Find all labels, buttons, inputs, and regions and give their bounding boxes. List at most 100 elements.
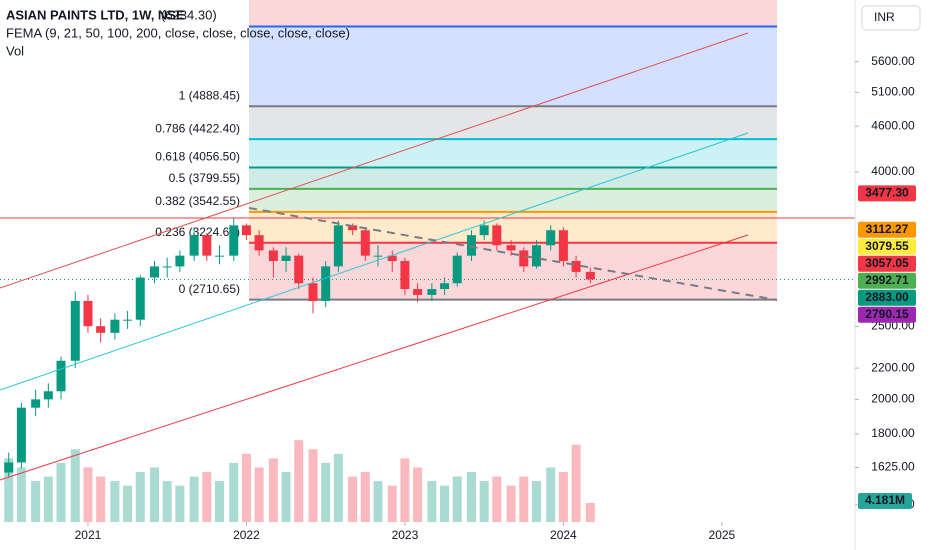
volume-bar bbox=[519, 476, 529, 522]
candle-body bbox=[175, 255, 185, 267]
currency-box[interactable] bbox=[861, 5, 921, 31]
y-tick-label: 2000.00 bbox=[871, 392, 915, 406]
y-tick-label: 1800.00 bbox=[871, 426, 915, 440]
volume-bar bbox=[214, 481, 224, 522]
fib-band bbox=[249, 26, 777, 107]
candle-body bbox=[31, 399, 41, 408]
candle-body bbox=[440, 283, 450, 290]
fib-label: 0 (2710.65) bbox=[179, 282, 240, 296]
trend-line bbox=[0, 234, 749, 481]
price-tag-label: 2883.00 bbox=[865, 290, 909, 304]
candle-body bbox=[308, 283, 318, 301]
candle-body bbox=[241, 225, 251, 236]
volume-tag-label: 4.181M bbox=[865, 493, 905, 507]
price-tag-label: 3112.27 bbox=[866, 222, 909, 236]
volume-bar bbox=[452, 476, 462, 522]
plot bbox=[0, 217, 855, 522]
trend-line bbox=[248, 207, 778, 301]
price-tag bbox=[858, 272, 916, 289]
candle-body bbox=[321, 266, 331, 301]
candle-body bbox=[268, 250, 278, 261]
candle-body bbox=[387, 255, 397, 261]
volume-bar bbox=[189, 476, 199, 522]
price-tag-label: 3079.55 bbox=[865, 239, 909, 253]
y-tick-label: 1625.00 bbox=[871, 460, 915, 474]
volume-bar bbox=[466, 472, 476, 522]
volume-bar bbox=[585, 502, 595, 522]
chart-title: ASIAN PAINTS LTD, 1W, NSE bbox=[6, 7, 185, 22]
candle-body bbox=[479, 225, 489, 236]
volume-bar bbox=[96, 476, 106, 522]
currency: INR bbox=[874, 10, 895, 24]
x-tick-label: 2021 bbox=[75, 528, 102, 542]
x-tick-label: 2024 bbox=[550, 528, 577, 542]
volume-bar bbox=[571, 444, 581, 522]
volume-bar bbox=[110, 481, 120, 522]
volume-bar bbox=[135, 472, 145, 522]
volume-bar bbox=[427, 481, 437, 522]
candle-body bbox=[546, 230, 556, 246]
candle-body bbox=[4, 462, 14, 473]
x-tick-label: 2025 bbox=[709, 528, 736, 542]
price-tag bbox=[858, 255, 916, 272]
volume-bar bbox=[400, 458, 410, 522]
volume-bar bbox=[281, 472, 291, 522]
candle-body bbox=[360, 230, 370, 256]
candle-body bbox=[110, 319, 120, 333]
price-tag bbox=[858, 185, 916, 202]
price-tag-label: 3057.05 bbox=[865, 256, 909, 270]
y-tick-label: 5600.00 bbox=[871, 54, 915, 68]
price-tag-label: 3477.30 bbox=[865, 186, 909, 200]
candle-body bbox=[294, 255, 304, 284]
candle-body bbox=[558, 230, 568, 261]
candle-body bbox=[333, 225, 343, 267]
price-tag bbox=[858, 238, 916, 255]
volume-tag bbox=[858, 492, 912, 509]
fib-label: (6234.30) bbox=[161, 7, 217, 22]
volume-bar bbox=[268, 458, 278, 522]
volume-bar bbox=[531, 481, 541, 522]
volume-bar bbox=[308, 449, 318, 522]
volume-bar bbox=[229, 462, 239, 522]
candle-body bbox=[123, 319, 133, 321]
fib-label: 1 (4888.45) bbox=[179, 88, 240, 102]
candle-body bbox=[571, 260, 581, 272]
trend-line bbox=[0, 132, 749, 391]
fib-band bbox=[249, 211, 777, 243]
candle-body bbox=[373, 255, 383, 257]
candle-body bbox=[96, 326, 106, 333]
volume-bar bbox=[123, 485, 133, 522]
price-tag bbox=[858, 221, 916, 238]
candle-body bbox=[466, 235, 476, 256]
candle-body bbox=[189, 235, 199, 256]
fib-band bbox=[249, 167, 777, 189]
volume-bar bbox=[440, 485, 450, 522]
fib-label: 0.236 (3224.61) bbox=[155, 225, 240, 239]
fib-label: 0.5 (3799.55) bbox=[169, 171, 240, 185]
price-tag-label: 2992.71 bbox=[865, 273, 909, 287]
fib-label: 0.382 (3542.55) bbox=[155, 194, 240, 208]
candle-body bbox=[427, 289, 437, 295]
volume-bar bbox=[333, 453, 343, 522]
candle-body bbox=[214, 255, 224, 257]
candle-body bbox=[281, 255, 291, 261]
price-tag-label: 2790.15 bbox=[865, 307, 909, 321]
y-tick-label: 4600.00 bbox=[871, 118, 915, 132]
candle-body bbox=[400, 260, 410, 290]
y-tick-label: 5100.00 bbox=[871, 85, 915, 99]
volume-bar bbox=[294, 440, 304, 522]
candle-body bbox=[492, 225, 502, 246]
indicator-label: FEMA (9, 21, 50, 100, 200, close, close,… bbox=[6, 25, 350, 40]
volume-label: Vol bbox=[6, 43, 24, 58]
candle-body bbox=[202, 235, 212, 256]
candle-body bbox=[83, 300, 93, 327]
volume-bar bbox=[202, 472, 212, 522]
price-axis: INR 5600.005100.004600.004000.002500.002… bbox=[854, 0, 932, 550]
volume-bar bbox=[546, 467, 556, 522]
y-tick-label: 2200.00 bbox=[871, 360, 915, 374]
volume-bar bbox=[175, 485, 185, 522]
trend-line bbox=[0, 32, 749, 289]
fib-label: 0.618 (4056.50) bbox=[155, 150, 240, 164]
candle-body bbox=[531, 245, 541, 267]
fib-band bbox=[249, 188, 777, 212]
